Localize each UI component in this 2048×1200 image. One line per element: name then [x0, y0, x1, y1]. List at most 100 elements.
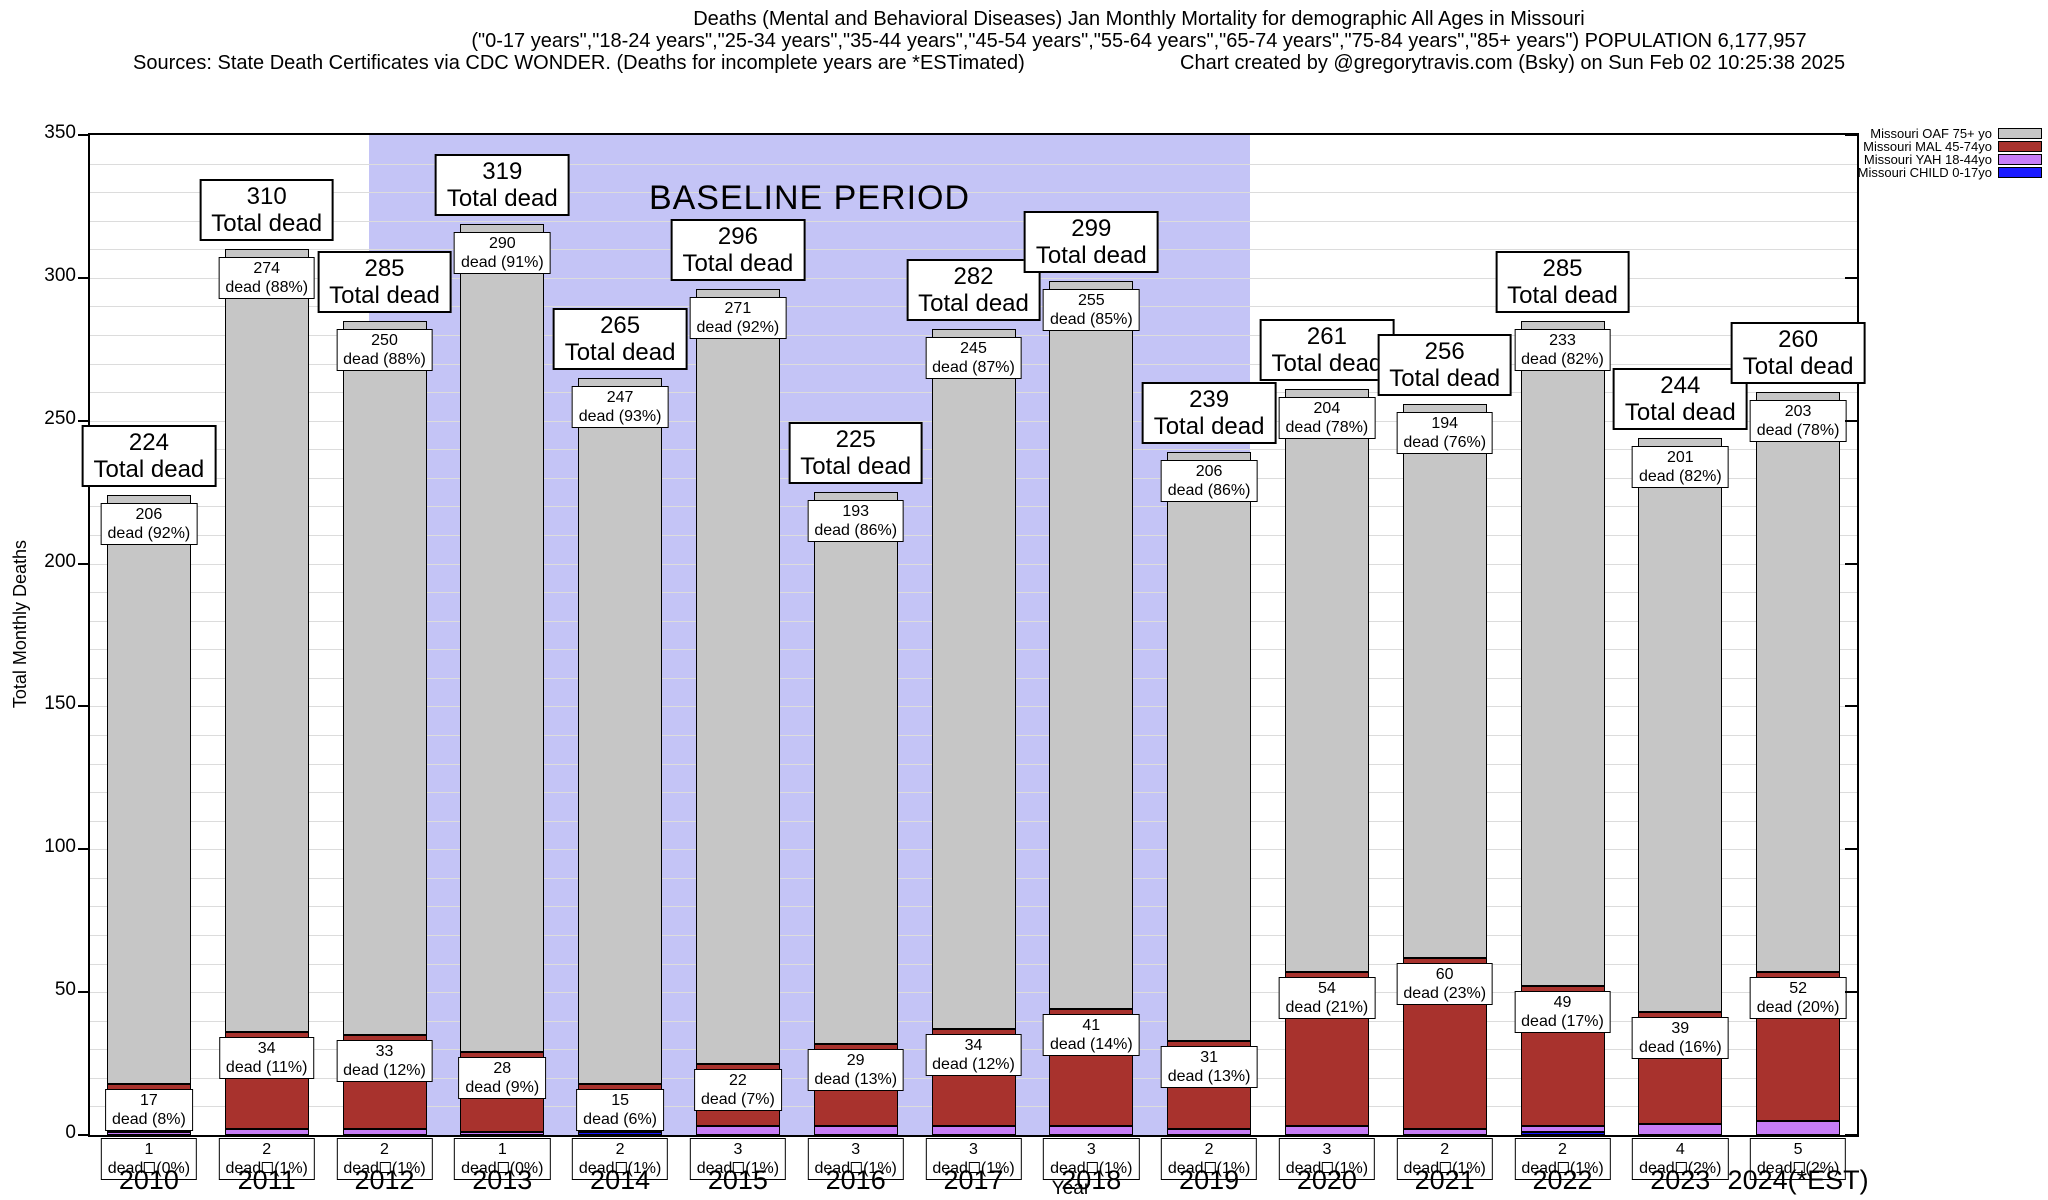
oaf-count: 271	[724, 300, 752, 318]
mal-count: 52	[1789, 980, 1807, 998]
total-dead-label: 256 Total dead	[1377, 333, 1513, 396]
bar-segment-oaf	[224, 249, 309, 1033]
yah-count: 2	[1204, 1141, 1214, 1158]
mal-pct: dead (9%)	[465, 1079, 540, 1097]
total-dead-label: 225 Total dead	[788, 422, 924, 485]
oaf-segment-label: 247 dead (93%)	[571, 385, 669, 428]
mal-count: 31	[1200, 1048, 1218, 1066]
yah-count: 5	[1793, 1141, 1803, 1158]
x-tick-label-2013: 2013	[472, 1165, 533, 1195]
oaf-count: 290	[488, 234, 516, 252]
yah-count: 1	[497, 1141, 507, 1158]
mal-segment-label: 33 dead (12%)	[336, 1040, 433, 1082]
yah-segment-label: 2 dead (1%)	[1514, 1138, 1611, 1180]
y-tick-label: 100	[44, 836, 76, 858]
mal-segment-label: 34 dead (12%)	[925, 1034, 1022, 1077]
mal-count: 41	[1082, 1017, 1101, 1035]
total-dead-label: 319 Total dead	[434, 153, 570, 216]
total-dead-count: 256	[1424, 337, 1465, 365]
label-marker-square	[379, 1162, 391, 1173]
oaf-pct: dead (91%)	[460, 253, 544, 271]
legend-swatch	[1998, 141, 2042, 152]
total-dead-text: Total dead	[329, 281, 440, 309]
oaf-segment-label: 206 dead (86%)	[1160, 460, 1258, 503]
legend-swatch	[1998, 154, 2042, 165]
total-dead-text: Total dead	[211, 210, 323, 238]
y-tick-label: 250	[44, 407, 76, 429]
yah-segment-label: 1 dead (0%)	[100, 1138, 198, 1180]
yah-segment-label: 2 dead (1%)	[571, 1138, 669, 1180]
yah-segment-label: 5 dead (2%)	[1749, 1138, 1847, 1180]
gridline	[90, 192, 1857, 194]
oaf-segment-label: 204 dead (78%)	[1278, 397, 1376, 440]
mal-segment-label: 22 dead (7%)	[693, 1068, 782, 1111]
mal-segment-label: 49 dead (17%)	[1514, 991, 1611, 1034]
legend-item: Missouri YAH 18-44yo	[1860, 152, 2042, 167]
bar-segment-oaf	[1049, 280, 1134, 1010]
total-dead-text: Total dead	[93, 456, 205, 483]
mal-pct: dead (16%)	[1638, 1039, 1722, 1057]
legend-item: Missouri CHILD 0-17yo	[1858, 165, 2042, 180]
total-dead-text: Total dead	[1271, 350, 1383, 378]
yah-count: 3	[733, 1141, 743, 1158]
yah-count: 2	[615, 1141, 625, 1158]
yah-pct: dead (1%)	[1050, 1160, 1133, 1177]
bar-segment-yah	[1756, 1120, 1841, 1135]
yah-pct: dead (1%)	[1403, 1160, 1486, 1177]
legend-item: Missouri OAF 75+ yo	[1860, 126, 2042, 141]
mal-count: 34	[964, 1037, 983, 1055]
x-tick-label-2021: 2021	[1414, 1165, 1475, 1195]
oaf-count: 201	[1666, 448, 1694, 466]
mal-count: 60	[1435, 965, 1454, 983]
bar-segment-yah	[1402, 1129, 1487, 1135]
mal-pct: dead (8%)	[111, 1110, 186, 1128]
oaf-segment-label: 201 dead (82%)	[1631, 445, 1729, 488]
mal-pct: dead (17%)	[1521, 1013, 1604, 1031]
x-tick-label-2019: 2019	[1179, 1165, 1240, 1195]
x-tick-label-2010: 2010	[118, 1165, 179, 1195]
bar-segment-yah	[342, 1129, 427, 1135]
mal-count: 28	[493, 1060, 512, 1078]
chart-title-line2: ("0-17 years","18-24 years","25-34 years…	[471, 30, 1807, 52]
oaf-pct: dead (87%)	[932, 359, 1015, 377]
total-dead-label: 244 Total dead	[1612, 367, 1748, 430]
oaf-segment-label: 290 dead (91%)	[453, 231, 551, 274]
yah-segment-label: 4 dead (2%)	[1632, 1138, 1729, 1180]
oaf-segment-label: 245 dead (87%)	[925, 337, 1022, 380]
oaf-pct: dead (88%)	[225, 279, 309, 297]
chart-title-line1: Deaths (Mental and Behavioral Diseases) …	[693, 8, 1585, 30]
bar-segment-oaf	[695, 289, 780, 1064]
legend-item: Missouri MAL 45-74yo	[1860, 139, 2042, 154]
oaf-segment-label: 203 dead (78%)	[1749, 400, 1847, 443]
yah-count: 3	[1086, 1141, 1096, 1158]
oaf-pct: dead (93%)	[578, 407, 662, 425]
oaf-count: 206	[1195, 463, 1223, 481]
bar-segment-yah	[106, 1132, 191, 1135]
x-tick-label-2020: 2020	[1296, 1165, 1357, 1195]
total-dead-label: 239 Total dead	[1141, 382, 1277, 445]
plot-area: BASELINE PERIOD 224 Total dead 206 dead (92…	[78, 133, 1869, 1195]
oaf-pct: dead (92%)	[696, 319, 780, 337]
label-marker-square	[1204, 1162, 1216, 1173]
mal-segment-label: 41 dead (14%)	[1042, 1014, 1140, 1057]
oaf-segment-label: 271 dead (92%)	[689, 297, 787, 340]
oaf-segment-label: 206 dead (92%)	[100, 503, 198, 545]
mal-count: 34	[257, 1040, 276, 1058]
total-dead-count: 296	[717, 223, 758, 251]
oaf-count: 203	[1784, 403, 1812, 421]
oaf-pct: dead (88%)	[343, 350, 426, 368]
mal-count: 33	[375, 1043, 394, 1060]
x-tick-label-2024(*EST): 2024(*EST)	[1727, 1165, 1869, 1195]
total-dead-text: Total dead	[1035, 241, 1147, 269]
y-tick-mark-right	[1845, 276, 1857, 279]
oaf-count: 255	[1077, 291, 1105, 309]
bar-segment-yah	[1167, 1129, 1252, 1135]
total-dead-label: 282 Total dead	[906, 259, 1041, 322]
bar-segment-oaf	[578, 377, 663, 1084]
oaf-segment-label: 274 dead (88%)	[218, 257, 316, 300]
total-dead-text: Total dead	[564, 338, 676, 366]
x-tick-label-2012: 2012	[354, 1165, 415, 1195]
oaf-pct: dead (82%)	[1638, 467, 1722, 485]
y-tick-label: 350	[44, 122, 76, 143]
oaf-pct: dead (82%)	[1521, 350, 1604, 368]
